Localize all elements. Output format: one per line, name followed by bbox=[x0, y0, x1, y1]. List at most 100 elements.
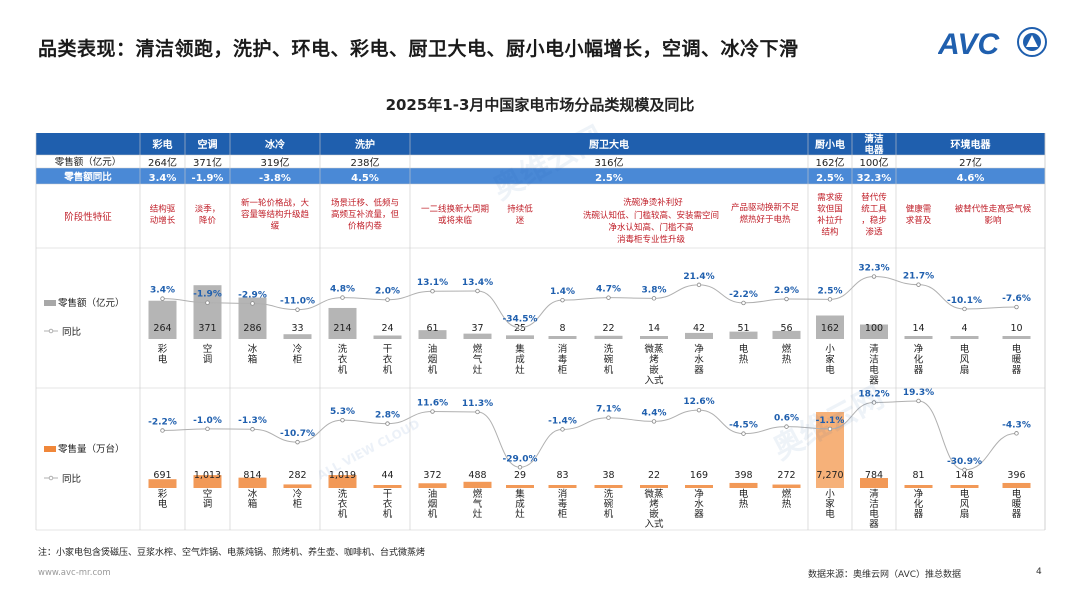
stage-feature: 结构 bbox=[821, 226, 838, 237]
category-label: 电 bbox=[158, 354, 168, 366]
sales-volume-bar bbox=[685, 485, 713, 488]
row-label-sales-yoy: 零售额同比 bbox=[63, 171, 112, 183]
category-label-2: 燃 bbox=[782, 488, 792, 500]
stage-feature: 产品驱动换新不足 bbox=[731, 202, 800, 213]
category-label: 灶 bbox=[515, 364, 525, 376]
sales-value-yoy-label: 32.3% bbox=[858, 264, 889, 274]
category-label: 微蒸 bbox=[644, 343, 664, 355]
sales-value-bar-label: 8 bbox=[559, 323, 565, 334]
sales-volume-yoy-point bbox=[871, 400, 877, 405]
sales-volume-bar bbox=[463, 481, 492, 488]
sales-value-cell: 316亿 bbox=[594, 156, 623, 169]
sales-volume-yoy-point bbox=[651, 419, 657, 424]
category-label-2: 风 bbox=[960, 499, 970, 510]
sales-value-yoy-point bbox=[962, 306, 967, 312]
category-label: 化 bbox=[914, 354, 924, 366]
category-label: 水 bbox=[694, 354, 704, 366]
sales-value-bar-label: 56 bbox=[780, 323, 792, 334]
category-label: 冰 bbox=[248, 343, 258, 355]
sales-volume-yoy-point bbox=[430, 409, 435, 414]
category-label: 干 bbox=[383, 344, 393, 355]
category-label-2: 毒 bbox=[558, 498, 568, 510]
sales-volume-yoy-label: 4.4% bbox=[642, 408, 667, 418]
sales-value-yoy-label: 21.4% bbox=[683, 272, 714, 282]
category-label-2: 净 bbox=[914, 488, 924, 500]
category-label-2: 暖 bbox=[1012, 498, 1022, 510]
sales-yoy-cell: 3.4% bbox=[149, 173, 177, 184]
category-label: 电 bbox=[739, 343, 749, 355]
category-label-2: 柜 bbox=[293, 498, 303, 510]
sales-value-cell: 162亿 bbox=[815, 156, 844, 169]
sales-value-bar-label: 61 bbox=[426, 323, 438, 334]
category-label-2: 电 bbox=[158, 498, 168, 510]
category-label: 衣 bbox=[338, 354, 348, 366]
sales-value-bar-label: 162 bbox=[821, 323, 839, 334]
sales-value-cell: 100亿 bbox=[859, 156, 888, 169]
category-label-2: 机 bbox=[338, 508, 348, 520]
sales-value-bar bbox=[950, 336, 979, 339]
category-label: 扇 bbox=[960, 364, 970, 376]
sales-volume-bar bbox=[148, 479, 177, 488]
category-label: 燃 bbox=[782, 343, 792, 355]
sales-value-bar-label: 371 bbox=[198, 323, 216, 334]
sales-volume-yoy-label: 7.1% bbox=[596, 405, 621, 415]
footer-url[interactable]: www.avc-mr.com bbox=[38, 568, 111, 578]
sales-value-cell: 238亿 bbox=[350, 156, 379, 169]
sales-yoy-cell: 2.5% bbox=[595, 173, 623, 184]
sales-value-bar bbox=[1002, 336, 1031, 339]
sales-yoy-cell: 4.6% bbox=[957, 173, 985, 184]
sales-value-bar bbox=[373, 335, 402, 339]
category-label: 器 bbox=[869, 376, 879, 387]
sales-value-yoy-label: 2.5% bbox=[818, 286, 843, 296]
sales-value-bar-label: 22 bbox=[602, 323, 614, 334]
category-label-2: 烟 bbox=[428, 498, 438, 510]
header-group-label: 空调 bbox=[198, 138, 218, 151]
category-label: 燃 bbox=[473, 343, 483, 355]
sales-value-bar bbox=[640, 336, 668, 339]
sales-volume-yoy-point bbox=[560, 427, 565, 432]
sales-value-bar bbox=[729, 331, 758, 339]
row-label-sales-value: 零售额（亿元） bbox=[55, 156, 122, 168]
chart-title: 2025年1-3月中国家电市场分品类规模及同比 bbox=[385, 96, 695, 114]
sales-value-yoy-label: 2.9% bbox=[774, 286, 799, 296]
sales-value-yoy-label: -2.9% bbox=[238, 290, 267, 300]
sales-volume-yoy-point bbox=[741, 431, 746, 436]
sales-volume-bar-label: 272 bbox=[777, 470, 795, 481]
legend-volume-label: 零售量（万台） bbox=[58, 443, 125, 455]
sales-volume-yoy-point bbox=[1014, 431, 1019, 436]
sales-value-yoy-label: 2.0% bbox=[375, 287, 400, 297]
stage-feature: 缓 bbox=[271, 221, 280, 232]
sales-volume-yoy-label: -1.0% bbox=[193, 416, 222, 426]
header-group-label: 清洁 bbox=[864, 133, 884, 145]
sales-volume-yoy-point bbox=[160, 428, 165, 433]
stage-feature: 洗碗净烫补利好 bbox=[623, 197, 683, 208]
sales-volume-bar bbox=[548, 485, 577, 488]
category-label: 洗 bbox=[338, 343, 348, 355]
stage-feature: 替代传 bbox=[861, 192, 887, 203]
category-label-2: 扇 bbox=[960, 508, 970, 520]
stage-feature: 一二线换新大周期 bbox=[421, 203, 489, 214]
sales-value-yoy-label: -11.0% bbox=[280, 297, 315, 307]
sales-volume-bar-label: 1,013 bbox=[194, 470, 221, 481]
yoy-row-bar bbox=[36, 168, 1045, 184]
avc-logo: AVC bbox=[938, 27, 1047, 61]
category-label-2: 机 bbox=[604, 508, 614, 520]
category-label: 机 bbox=[383, 364, 393, 376]
sales-volume-yoy-point bbox=[827, 426, 833, 432]
category-label: 冷 bbox=[293, 343, 303, 355]
sales-value-yoy-point bbox=[560, 297, 565, 303]
sales-value-yoy-point bbox=[827, 297, 833, 302]
sales-volume-yoy-label: 11.3% bbox=[462, 399, 493, 409]
category-label: 家 bbox=[825, 354, 835, 366]
sales-volume-yoy-point bbox=[250, 427, 255, 432]
sales-volume-yoy-label: 19.3% bbox=[903, 388, 934, 398]
stage-feature: 补拉升 bbox=[817, 215, 843, 226]
sales-volume-bar bbox=[238, 477, 267, 488]
category-label-2: 家 bbox=[825, 498, 835, 510]
sales-value-yoy-label: 4.8% bbox=[330, 285, 355, 295]
watermark: 奥维云网 bbox=[487, 120, 609, 207]
category-label-2: 成 bbox=[515, 498, 525, 510]
sales-value-yoy-label: -7.6% bbox=[1002, 294, 1031, 304]
sales-volume-bar-label: 372 bbox=[423, 470, 441, 481]
sales-volume-yoy-label: 11.6% bbox=[417, 399, 448, 409]
